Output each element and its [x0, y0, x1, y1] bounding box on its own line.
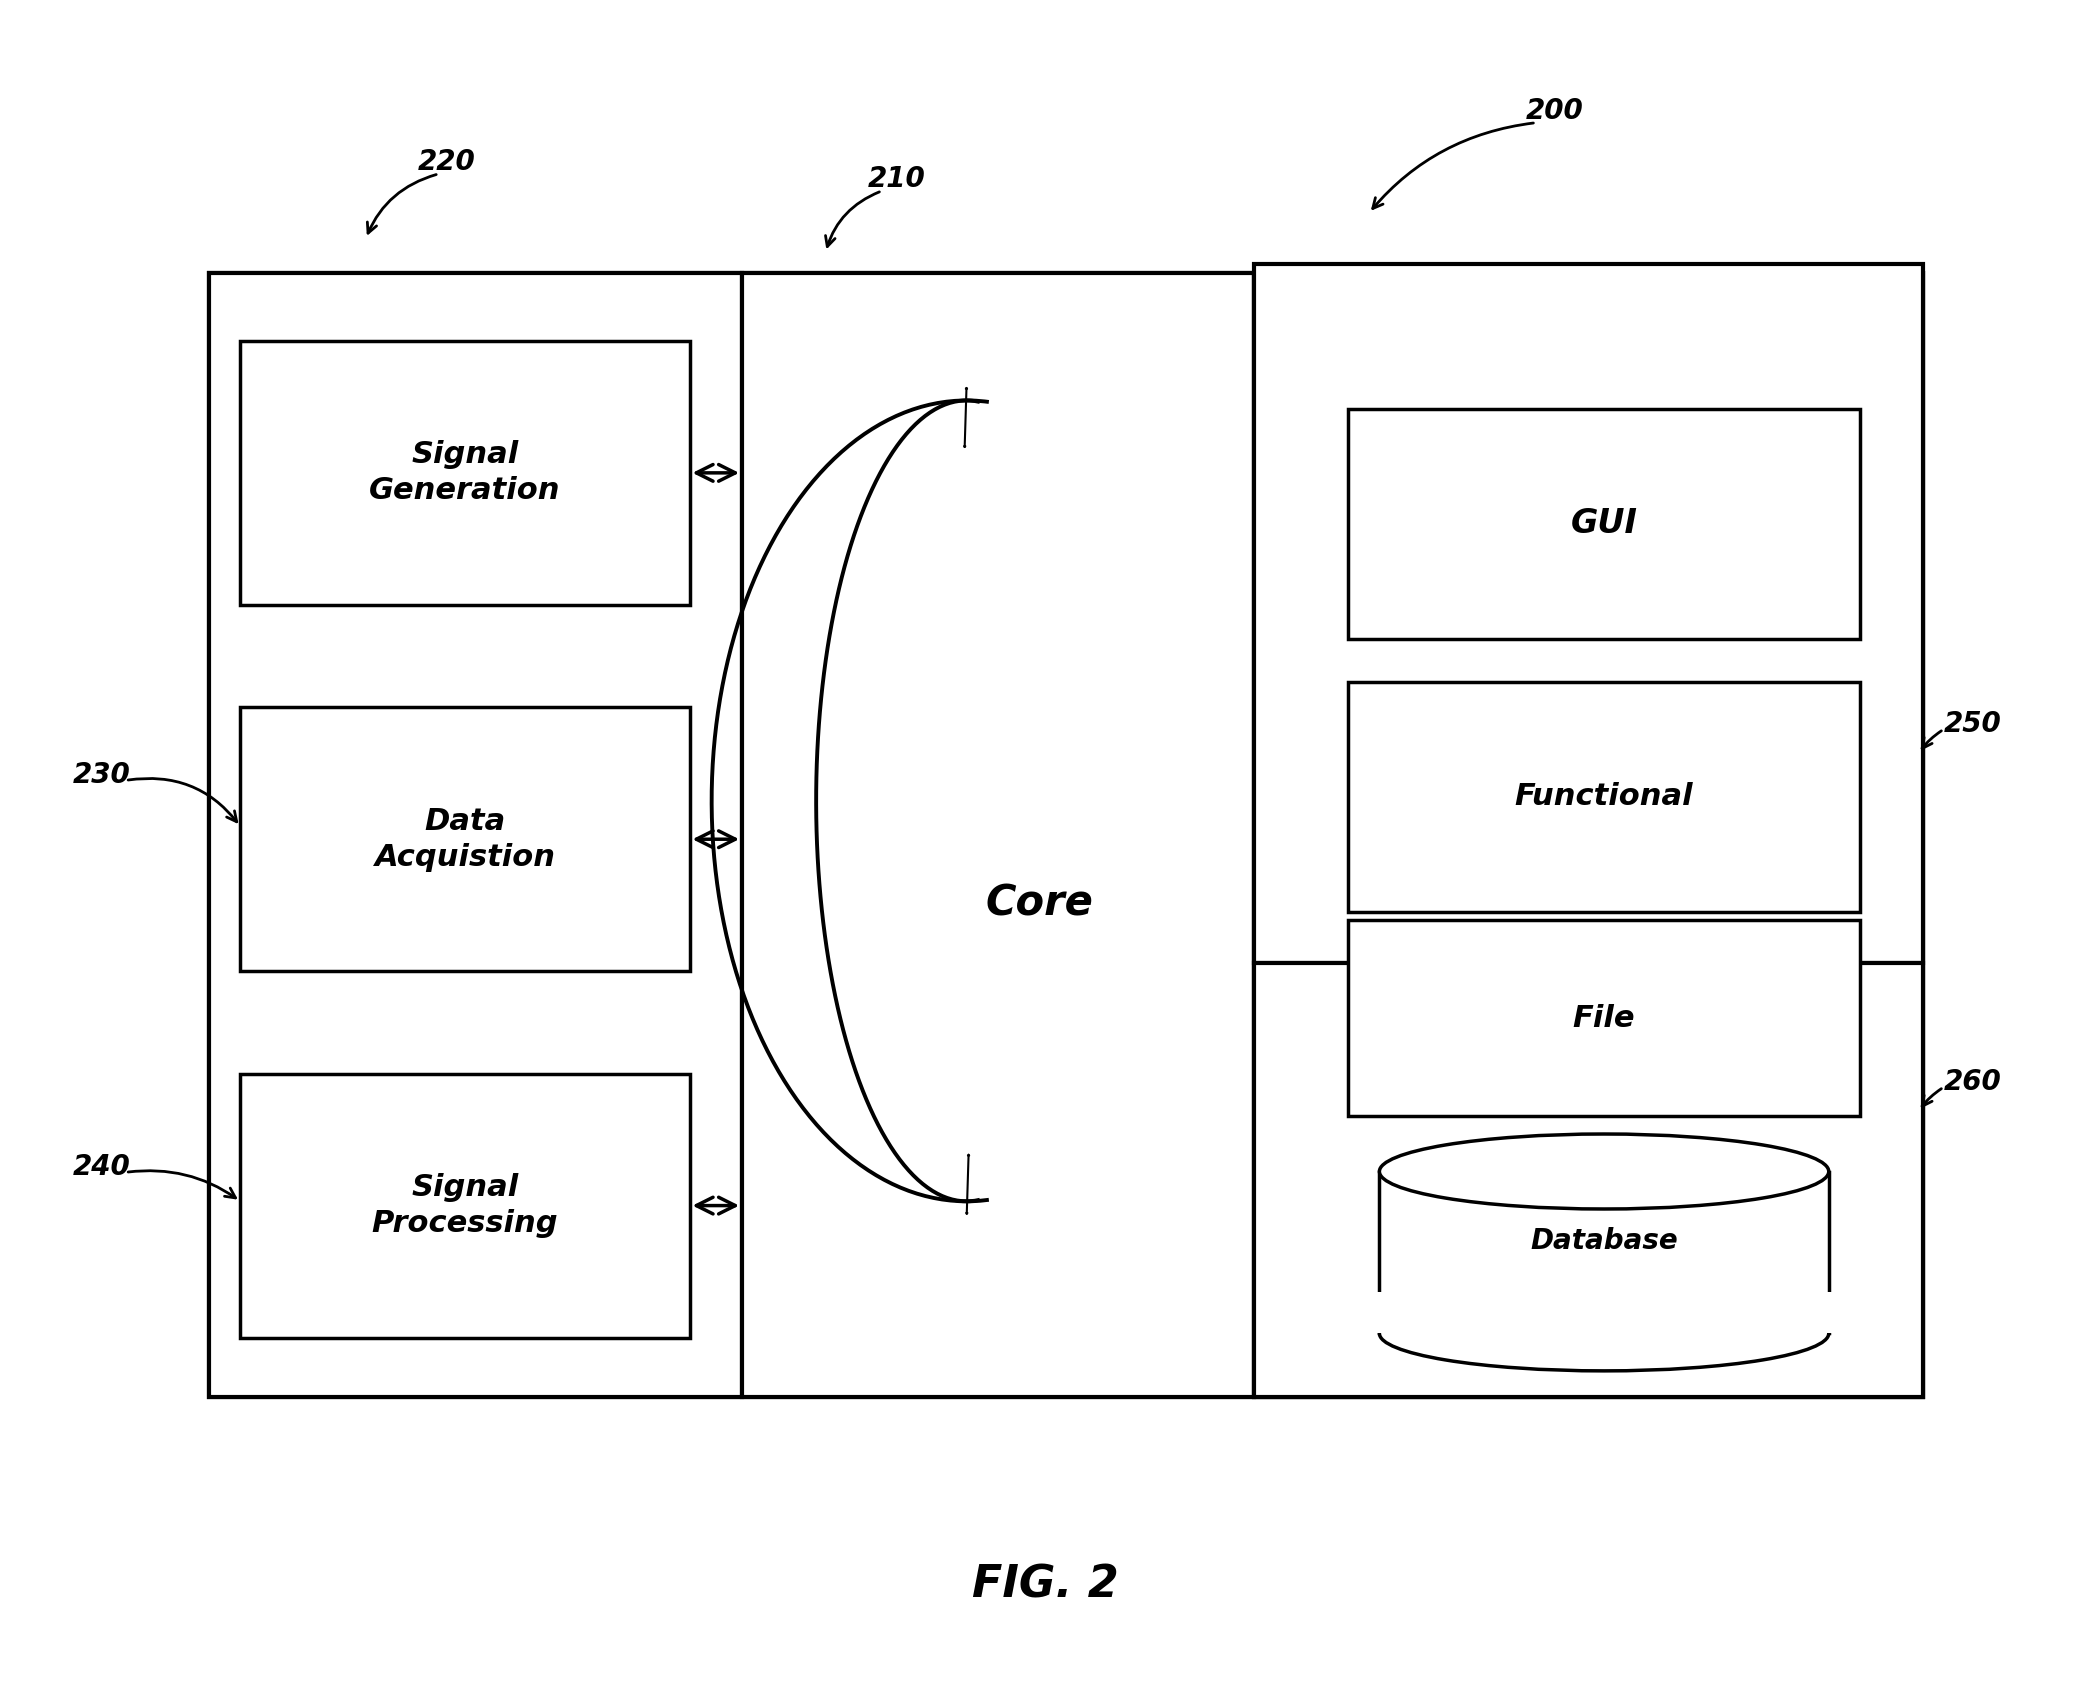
Bar: [1348, 920, 1860, 1116]
Text: 230: 230: [73, 762, 132, 789]
Ellipse shape: [1379, 1295, 1829, 1370]
Text: Signal
Generation: Signal Generation: [370, 440, 560, 506]
Bar: [209, 273, 1923, 1397]
Bar: [1348, 409, 1860, 639]
Text: File: File: [1574, 1004, 1634, 1033]
Text: GUI: GUI: [1572, 508, 1636, 540]
Bar: [742, 273, 1254, 1397]
Text: 220: 220: [418, 148, 477, 176]
Text: 210: 210: [867, 165, 926, 193]
Text: 250: 250: [1944, 711, 2002, 738]
Bar: [1254, 264, 1923, 963]
Text: Database: Database: [1530, 1227, 1678, 1256]
Ellipse shape: [1379, 1135, 1829, 1210]
Bar: [1348, 682, 1860, 912]
Text: Core: Core: [986, 883, 1093, 924]
Bar: [240, 341, 690, 605]
Text: 260: 260: [1944, 1068, 2002, 1096]
Bar: [1254, 273, 1923, 1397]
Text: Signal
Processing: Signal Processing: [372, 1172, 558, 1239]
Text: Functional: Functional: [1515, 782, 1693, 811]
Text: FIG. 2: FIG. 2: [972, 1563, 1118, 1607]
Bar: [240, 1074, 690, 1338]
Bar: [209, 273, 742, 1397]
Text: 200: 200: [1526, 97, 1584, 124]
Bar: [1254, 963, 1923, 1397]
Bar: [1375, 1292, 1833, 1333]
Bar: [240, 707, 690, 971]
Text: 240: 240: [73, 1154, 132, 1181]
Text: Data
Acquistion: Data Acquistion: [374, 806, 556, 872]
